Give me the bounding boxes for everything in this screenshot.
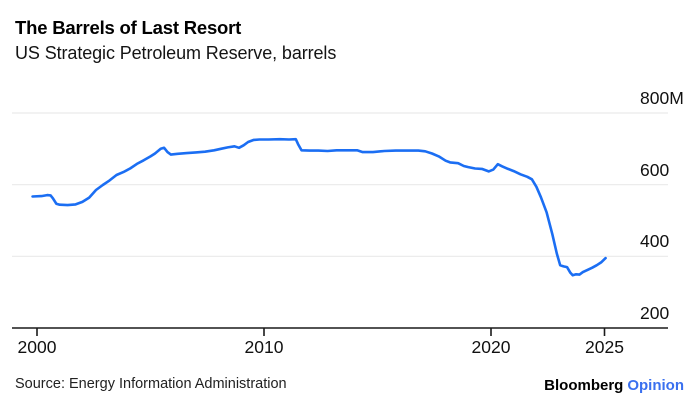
x-axis-label: 2000 [17, 337, 57, 357]
opinion-wordmark: Opinion [627, 377, 684, 394]
spr-data-line [31, 137, 607, 277]
bloomberg-opinion-logo: Bloomberg Opinion [544, 377, 684, 394]
source-note: Source: Energy Information Administratio… [15, 376, 287, 392]
bloomberg-wordmark: Bloomberg [544, 377, 624, 394]
y-axis-label: 400 [640, 231, 670, 252]
y-axis-label: 200 [640, 303, 670, 323]
x-axis-label: 2010 [244, 337, 284, 357]
x-axis-label: 2025 [585, 337, 624, 357]
x-axis-label: 2020 [471, 337, 511, 357]
chart-subtitle: US Strategic Petroleum Reserve, barrels [15, 43, 337, 64]
chart-header: The Barrels of Last Resort US Strategic … [15, 16, 336, 65]
y-axis-label: 600 [640, 159, 670, 180]
y-axis-label: 800M [640, 88, 684, 108]
chart-title: The Barrels of Last Resort [15, 17, 242, 38]
